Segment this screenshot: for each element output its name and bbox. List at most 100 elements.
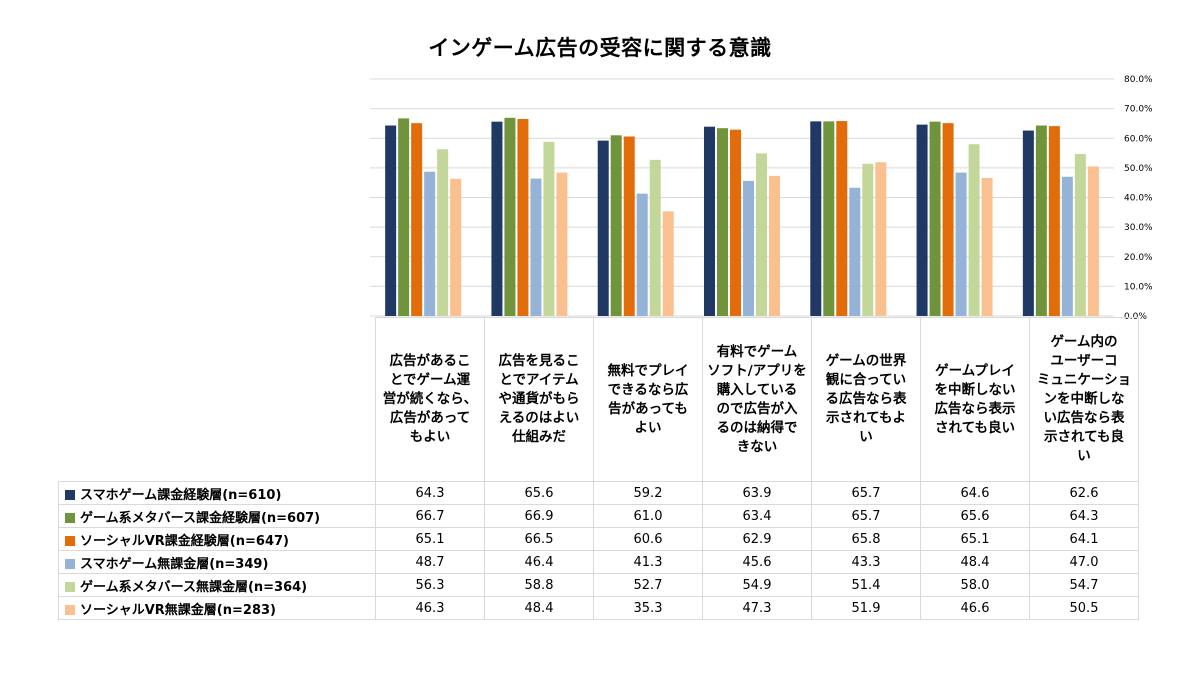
bar	[1087, 166, 1099, 316]
data-value-cell: 41.3	[593, 550, 703, 574]
bar	[875, 162, 887, 316]
data-value-cell: 52.7	[593, 573, 703, 597]
data-value-cell: 64.6	[920, 481, 1030, 505]
legend-swatch	[65, 535, 75, 546]
category-label-text: ゲーム内の ユーザーコ ミュニケーショ ンを中断しな い広告なら表 示されても良…	[1036, 334, 1132, 464]
y-tick-label: 80.0%	[1124, 75, 1153, 85]
series-name: スマホゲーム無課金層(n=349)	[80, 556, 269, 572]
legend-swatch	[65, 558, 75, 569]
data-value-cell: 46.3	[375, 596, 485, 620]
data-value-cell: 66.7	[375, 504, 485, 528]
bar	[1035, 125, 1047, 316]
legend-swatch	[65, 581, 75, 592]
category-label: 広告があるこ とでゲーム運 営が続くなら、 広告があって もよい	[375, 317, 485, 482]
series-name: ソーシャルVR無課金層(n=283)	[80, 602, 276, 618]
data-value-cell: 48.4	[920, 550, 1030, 574]
series-legend-label: ゲーム系メタバース課金経験層(n=607)	[58, 504, 376, 528]
bar	[556, 172, 568, 316]
data-value-cell: 59.2	[593, 481, 703, 505]
data-value-cell: 58.8	[484, 573, 594, 597]
bar	[491, 121, 503, 316]
data-value-cell: 48.4	[484, 596, 594, 620]
data-value-cell: 35.3	[593, 596, 703, 620]
chart-title: インゲーム広告の受容に関する意識	[428, 36, 772, 60]
data-value-cell: 64.3	[375, 481, 485, 505]
y-tick-label: 40.0%	[1124, 194, 1153, 204]
bar	[543, 141, 555, 316]
bar	[981, 177, 993, 316]
bar	[717, 128, 728, 316]
table-corner	[58, 317, 376, 482]
bar	[385, 125, 397, 316]
data-value-cell: 46.4	[484, 550, 594, 574]
category-label: ゲームの世界 観に合ってい る広告なら表 示されてもよ い	[811, 317, 921, 482]
category-label-text: 有料でゲーム ソフト/アプリを 購入している ので広告が入 るのは納得で きない	[707, 343, 807, 455]
data-value-cell: 66.9	[484, 504, 594, 528]
data-value-cell: 54.9	[702, 573, 812, 597]
data-value-cell: 65.7	[811, 481, 921, 505]
data-value-cell: 65.1	[375, 527, 485, 551]
bar	[437, 149, 449, 316]
category-label: 広告を見るこ とでアイテム や通貨がもら えるのはよい 仕組みだ	[484, 317, 594, 482]
y-tick-label: 50.0%	[1124, 164, 1153, 174]
data-value-cell: 62.6	[1029, 481, 1139, 505]
bar	[1048, 126, 1060, 316]
bar	[730, 129, 741, 316]
legend-swatch	[65, 489, 75, 500]
bar	[916, 124, 928, 316]
bar	[623, 136, 635, 316]
data-value-cell: 56.3	[375, 573, 485, 597]
y-tick-label: 30.0%	[1124, 223, 1153, 233]
bar	[929, 121, 941, 316]
data-value-cell: 65.6	[484, 481, 594, 505]
bar	[1074, 153, 1086, 316]
category-label: 有料でゲーム ソフト/アプリを 購入している ので広告が入 るのは納得で きない	[702, 317, 812, 482]
bar	[836, 121, 848, 316]
bars	[385, 117, 1099, 317]
bar	[743, 180, 754, 316]
bar	[398, 118, 410, 317]
y-tick-label: 10.0%	[1124, 282, 1153, 292]
bar	[1022, 130, 1034, 316]
gridlines	[370, 78, 1114, 317]
category-label-text: 広告を見るこ とでアイテム や通貨がもら えるのはよい 仕組みだ	[498, 353, 580, 445]
series-legend-label: スマホゲーム課金経験層(n=610)	[58, 481, 376, 505]
bar	[517, 118, 529, 317]
bar	[636, 193, 648, 316]
series-name: ソーシャルVR課金経験層(n=647)	[80, 533, 289, 549]
category-label-text: ゲームプレイ を中断しない 広告なら表示 されても良い	[934, 362, 1016, 436]
series-legend-label: スマホゲーム無課金層(n=349)	[58, 550, 376, 574]
bar	[769, 175, 780, 316]
data-value-cell: 58.0	[920, 573, 1030, 597]
series-legend-label: ゲーム系メタバース無課金層(n=364)	[58, 573, 376, 597]
data-value-cell: 64.1	[1029, 527, 1139, 551]
bar	[1061, 176, 1073, 316]
category-label: ゲーム内の ユーザーコ ミュニケーショ ンを中断しな い広告なら表 示されても良…	[1029, 317, 1139, 482]
y-tick-label: 0.0%	[1124, 312, 1147, 320]
bar	[823, 121, 835, 317]
data-value-cell: 63.4	[702, 504, 812, 528]
data-value-cell: 60.6	[593, 527, 703, 551]
bar	[662, 211, 674, 316]
y-axis-ticks: 0.0% 10.0% 20.0% 30.0% 40.0% 50.0% 60.0% 70.0% 8…	[1124, 75, 1153, 320]
data-value-cell: 46.6	[920, 596, 1030, 620]
table-row: スマホゲーム無課金層(n=349) 48.7 46.4 41.3 45.6 43.3 48.…	[58, 550, 1139, 574]
table-row: ソーシャルVR課金経験層(n=647) 65.1 66.5 60.6 62.9 65.8 6…	[58, 527, 1139, 551]
legend-swatch	[65, 512, 75, 523]
data-value-cell: 65.8	[811, 527, 921, 551]
bar	[530, 178, 542, 316]
category-label: 無料でプレイ できるなら広 告があっても よい	[593, 317, 703, 482]
data-value-cell: 62.9	[702, 527, 812, 551]
data-value-cell: 47.0	[1029, 550, 1139, 574]
data-value-cell: 45.6	[702, 550, 812, 574]
table-row: スマホゲーム課金経験層(n=610) 64.3 65.6 59.2 63.9 65.7 64…	[58, 481, 1139, 505]
data-value-cell: 61.0	[593, 504, 703, 528]
bar	[942, 123, 954, 316]
data-value-cell: 65.7	[811, 504, 921, 528]
data-table: 広告があるこ とでゲーム運 営が続くなら、 広告があって もよい 広告を見るこ と…	[58, 317, 1139, 620]
table-row: ソーシャルVR無課金層(n=283) 46.3 48.4 35.3 47.3 51.9 46…	[58, 596, 1139, 620]
bar	[968, 144, 980, 316]
category-label-text: 無料でプレイ できるなら広 告があっても よい	[607, 362, 689, 436]
bar	[704, 126, 715, 316]
bar	[649, 159, 661, 316]
